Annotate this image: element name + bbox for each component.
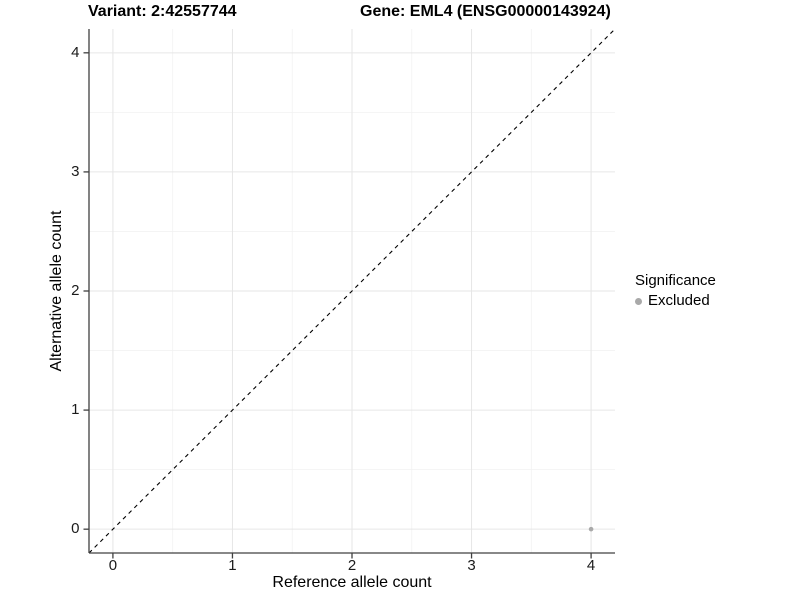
y-axis-tick-label: 3 — [71, 162, 80, 180]
data-point — [588, 526, 594, 532]
plot-title-gene: Gene: EML4 (ENSG00000143924) — [360, 3, 611, 20]
x-axis-tick-label: 4 — [586, 557, 596, 574]
x-axis-title: Reference allele count — [272, 574, 432, 591]
legend-item-label: Excluded — [648, 292, 710, 309]
legend: Significance Excluded — [635, 271, 716, 310]
x-axis-tick-label: 2 — [347, 557, 357, 574]
y-axis-tick-label: 1 — [71, 401, 80, 419]
x-axis-tick-label: 3 — [467, 557, 476, 574]
identity-line — [88, 28, 616, 554]
y-axis-tick-label: 4 — [71, 43, 80, 61]
y-axis-tick-label: 2 — [71, 282, 80, 299]
x-axis-tick-label: 1 — [228, 557, 237, 574]
y-axis-tick-label: 0 — [71, 520, 80, 538]
legend-key-dot — [635, 297, 642, 305]
x-axis-tick-label: 0 — [108, 557, 118, 574]
legend-item-excluded: Excluded — [635, 292, 716, 310]
legend-title: Significance — [635, 272, 716, 289]
plot-title-variant: Variant: 2:42557744 — [88, 3, 237, 20]
